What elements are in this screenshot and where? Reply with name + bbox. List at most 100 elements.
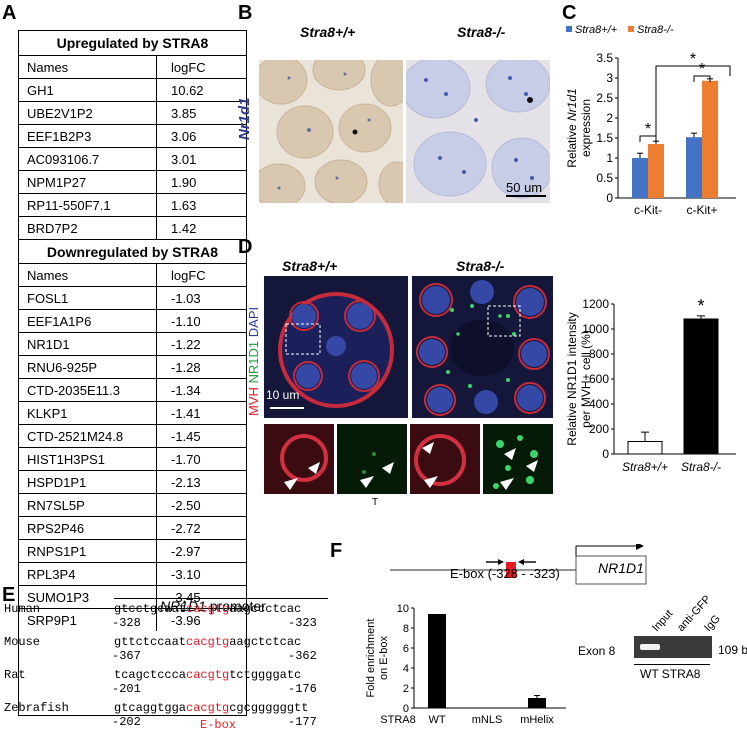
position-right: -323 bbox=[288, 616, 317, 630]
logfc-value: -1.41 bbox=[171, 406, 201, 421]
position-left: -367 bbox=[112, 649, 141, 663]
d-ko-image bbox=[412, 276, 553, 418]
gene-name: EEF1B2P3 bbox=[27, 129, 92, 144]
gene-name: UBE2V1P2 bbox=[27, 106, 93, 121]
downregulated-title: Downregulated by STRA8 bbox=[46, 244, 219, 260]
f-gene-diagram bbox=[390, 544, 647, 585]
gene-name: RPL3P4 bbox=[27, 567, 76, 582]
logfc-value: 1.42 bbox=[171, 221, 197, 236]
gene-name: RNU6-925P bbox=[27, 360, 98, 375]
table-row: GH1 10.62 bbox=[19, 78, 246, 101]
logfc-value: 3.85 bbox=[171, 106, 197, 121]
gene-name: AC093106.7 bbox=[27, 152, 100, 167]
gene-name: FOSL1 bbox=[27, 291, 69, 306]
regulated-genes-table: Upregulated by STRA8 Names logFC GH1 10.6… bbox=[18, 30, 247, 716]
logfc-value: -2.50 bbox=[171, 498, 201, 513]
gene-name: GH1 bbox=[27, 83, 54, 98]
y-tick-label: 1.5 bbox=[596, 131, 613, 145]
col-logfc-header: logFC bbox=[171, 60, 206, 75]
legend-label: Stra8+/+ bbox=[575, 24, 618, 36]
y-tick-label: 0 bbox=[602, 447, 609, 461]
y-tick-label: 0.5 bbox=[596, 171, 613, 185]
position-left: -202 bbox=[112, 715, 141, 729]
logfc-value: -3.45 bbox=[171, 590, 201, 605]
significance-star: * bbox=[690, 51, 696, 68]
table-row: BRD7P2 1.42 bbox=[19, 216, 246, 239]
gene-name: SUMO1P3 bbox=[27, 590, 90, 605]
y-tick-label: 4 bbox=[403, 663, 409, 675]
seq-ebox: cacgtg bbox=[186, 668, 230, 682]
sequence: gttctccaatcacgtgaagctctcac bbox=[114, 635, 301, 649]
promoter-rule bbox=[114, 598, 328, 599]
y-tick-label: 3 bbox=[606, 71, 613, 85]
gel-size-label: 109 bps bbox=[718, 643, 747, 657]
table-row: SUMO1P3 -3.45 bbox=[19, 585, 246, 608]
table-row: NR1D1 -1.22 bbox=[19, 332, 246, 355]
bar bbox=[428, 614, 446, 708]
gene-name: SRP9P1 bbox=[27, 613, 77, 628]
gel-lane-igg: IgG bbox=[702, 612, 723, 635]
b-scale-label: 50 um bbox=[506, 180, 543, 195]
y-axis-label-2: expression bbox=[579, 99, 593, 157]
promoter-word: promoter bbox=[209, 598, 266, 614]
table-row: HSPD1P1 -2.13 bbox=[19, 470, 246, 493]
table-row: RPS2P46 -2.72 bbox=[19, 516, 246, 539]
logfc-value: 10.62 bbox=[171, 83, 204, 98]
position-right: -177 bbox=[288, 715, 317, 729]
down-title-row: Downregulated by STRA8 bbox=[19, 239, 246, 263]
x-tick-label: c-Kit+ bbox=[686, 203, 717, 217]
x-tick-label: mHelix bbox=[520, 714, 554, 726]
y-axis-label: Relative Nr1d1 bbox=[565, 88, 579, 167]
f-ebox-label: E-box (-328 - -323) bbox=[450, 566, 560, 581]
gene-name: HSPD1P1 bbox=[27, 475, 87, 490]
position-right: -176 bbox=[288, 682, 317, 696]
bracket bbox=[639, 135, 657, 142]
sequence: gtcctgcaatcacgtgaagccctcac bbox=[114, 602, 301, 616]
gene-name: BRD7P2 bbox=[27, 221, 78, 236]
gene-name: KLKP1 bbox=[27, 406, 68, 421]
seq-ebox: cacgtg bbox=[186, 635, 230, 649]
gene-name: EEF1A1P6 bbox=[27, 314, 92, 329]
position-right: -362 bbox=[288, 649, 317, 663]
y-tick-label: 10 bbox=[397, 603, 409, 615]
table-row: EEF1A1P6 -1.10 bbox=[19, 309, 246, 332]
d-ko-label: Stra8-/- bbox=[456, 258, 505, 274]
bar bbox=[627, 441, 663, 455]
col-logfc-header: logFC bbox=[171, 268, 206, 283]
sequence: tcagctcccacacgtgtctggggatc bbox=[114, 668, 301, 682]
gene-name: CTD-2035E11.3 bbox=[27, 383, 120, 398]
x-tick-label: c-Kit- bbox=[634, 203, 662, 217]
legend-swatch bbox=[566, 26, 572, 32]
table-row: NPM1P27 1.90 bbox=[19, 170, 246, 193]
x-tick-label: Stra8-/- bbox=[681, 460, 721, 474]
logfc-value: -1.45 bbox=[171, 429, 201, 444]
b-ko-image bbox=[406, 60, 550, 203]
d-wt-label: Stra8+/+ bbox=[282, 258, 338, 274]
y-tick-label: 800 bbox=[589, 347, 609, 361]
logfc-value: -1.70 bbox=[171, 452, 201, 467]
bar bbox=[648, 144, 664, 198]
position-left: -328 bbox=[112, 616, 141, 630]
logfc-value: -2.97 bbox=[171, 544, 201, 559]
gel-image bbox=[634, 636, 712, 658]
col-names-header: Names bbox=[27, 268, 69, 283]
seq-pre: tcagctccca bbox=[114, 668, 187, 682]
y-tick-label: 6 bbox=[403, 643, 409, 655]
gene-name: RP11-550F7.1 bbox=[27, 198, 111, 213]
logfc-value: -3.10 bbox=[171, 567, 201, 582]
seq-post: cgcggggggtt bbox=[229, 701, 309, 715]
logfc-value: 1.90 bbox=[171, 175, 197, 190]
bar bbox=[528, 698, 546, 708]
gene-name: CTD-2521M24.8 bbox=[27, 429, 124, 444]
bracket bbox=[655, 65, 731, 138]
logfc-value: -1.34 bbox=[171, 383, 201, 398]
seq-ebox: cacgtg bbox=[186, 701, 230, 715]
stain-dapi: DAPI bbox=[246, 306, 261, 338]
y-tick-label: 2 bbox=[403, 683, 409, 695]
panel-label-b: B bbox=[238, 2, 253, 24]
table-row: RPL3P4 -3.10 bbox=[19, 562, 246, 585]
b-wt-image bbox=[259, 60, 403, 203]
logfc-value: -2.72 bbox=[171, 521, 201, 536]
bar bbox=[683, 318, 719, 455]
